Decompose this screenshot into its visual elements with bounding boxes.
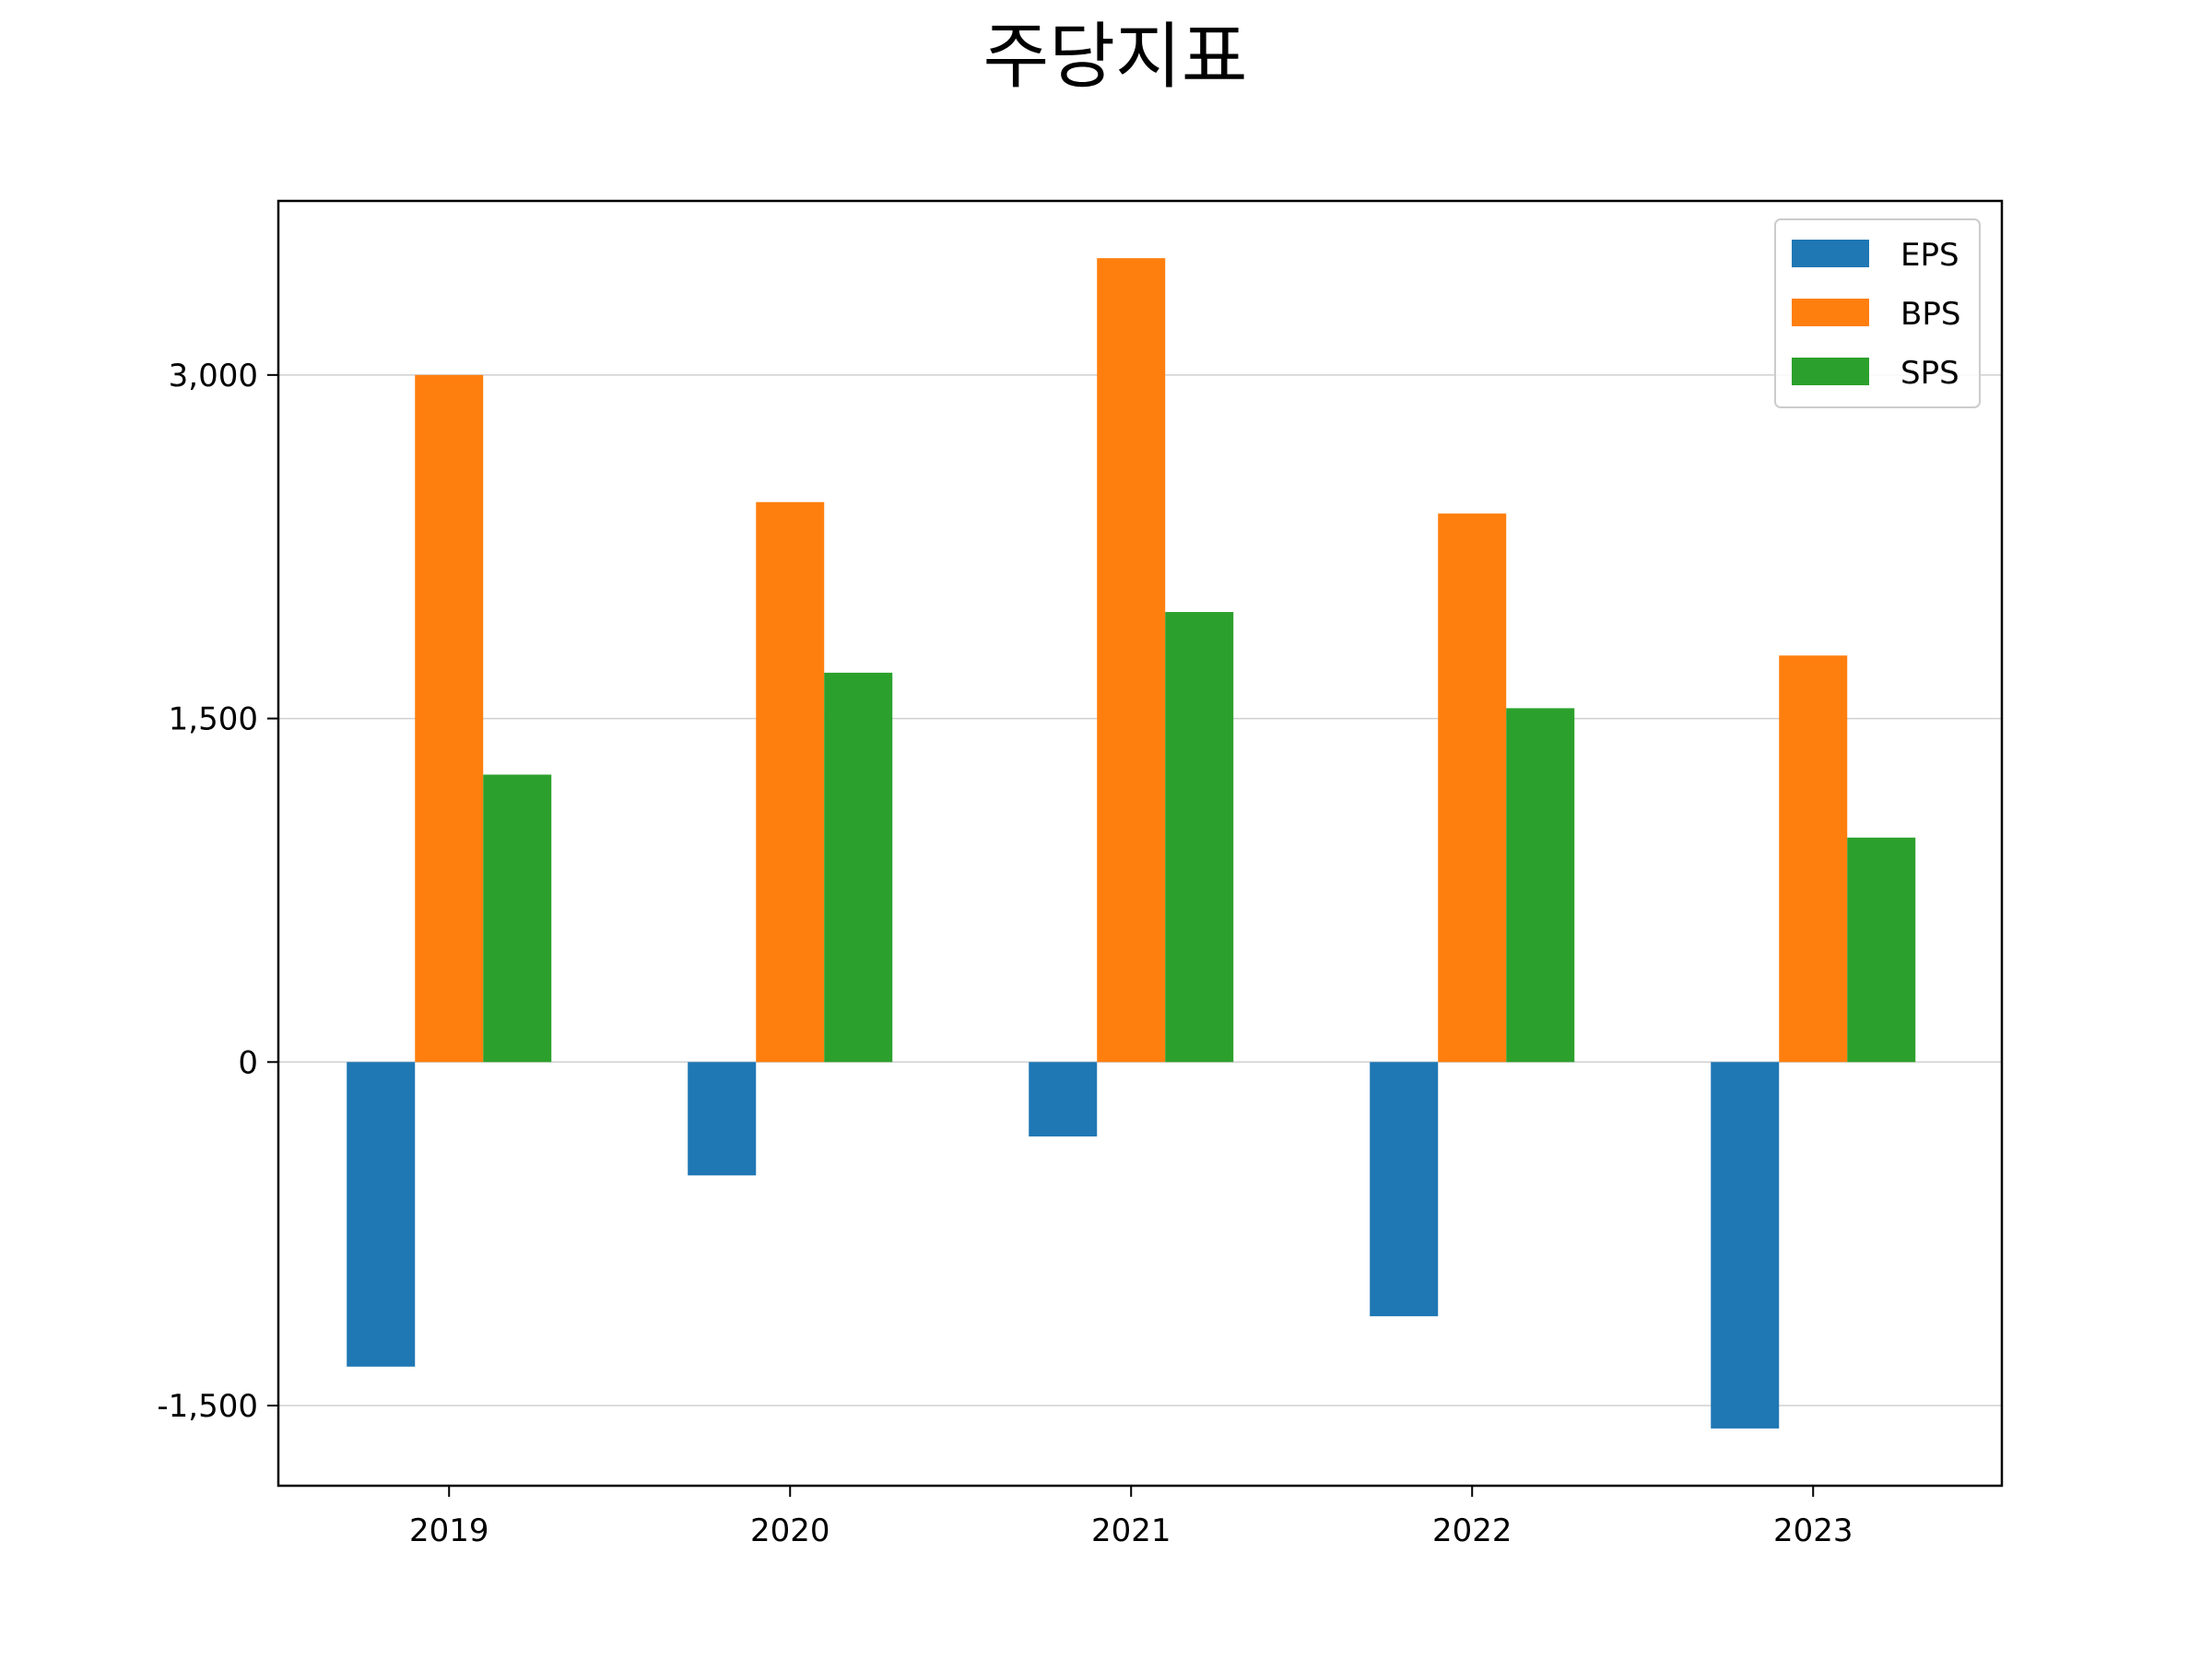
chart-title: 주당지표: [982, 16, 1247, 99]
bar-bps-2020: [756, 501, 825, 1063]
legend-label-eps: EPS: [1900, 237, 1959, 274]
bar-eps-2021: [1029, 1062, 1098, 1137]
legend-label-bps: BPS: [1900, 296, 1960, 333]
axes: -1,500 0 1,500 3,000 2019 2020 2021 2022 2023: [157, 199, 2004, 1549]
bar-eps-2023: [1711, 1062, 1780, 1429]
plot-frame: [276, 199, 2004, 1488]
bar-sps-2022: [1506, 708, 1575, 1063]
legend-swatch-sps: [1792, 358, 1869, 385]
y-tick-label: 3,000: [169, 358, 258, 394]
bar-sps-2019: [483, 774, 552, 1063]
x-tick-label: 2023: [1773, 1512, 1853, 1549]
legend-swatch-bps: [1792, 299, 1869, 326]
bar-sps-2021: [1165, 612, 1234, 1063]
bar-bps-2022: [1438, 513, 1507, 1063]
bar-bps-2019: [415, 374, 484, 1063]
bar-bps-2021: [1097, 258, 1166, 1063]
y-tick-label: 0: [238, 1044, 258, 1081]
bar-eps-2020: [688, 1062, 757, 1176]
x-tick-label: 2019: [409, 1512, 489, 1549]
legend: EPS BPS SPS: [1774, 218, 1981, 408]
bar-sps-2023: [1847, 837, 1916, 1063]
bars: [347, 258, 1916, 1429]
bar-eps-2019: [347, 1062, 416, 1367]
x-tick-label: 2020: [750, 1512, 830, 1549]
legend-label-sps: SPS: [1900, 355, 1959, 392]
bar-eps-2022: [1370, 1062, 1439, 1317]
x-tick-label: 2022: [1432, 1512, 1512, 1549]
legend-swatch-eps: [1792, 240, 1869, 267]
bar-sps-2020: [824, 672, 893, 1063]
x-tick-label: 2021: [1091, 1512, 1171, 1549]
y-tick-label: -1,500: [157, 1388, 258, 1425]
y-tick-label: 1,500: [169, 701, 258, 738]
bar-bps-2023: [1779, 655, 1848, 1063]
